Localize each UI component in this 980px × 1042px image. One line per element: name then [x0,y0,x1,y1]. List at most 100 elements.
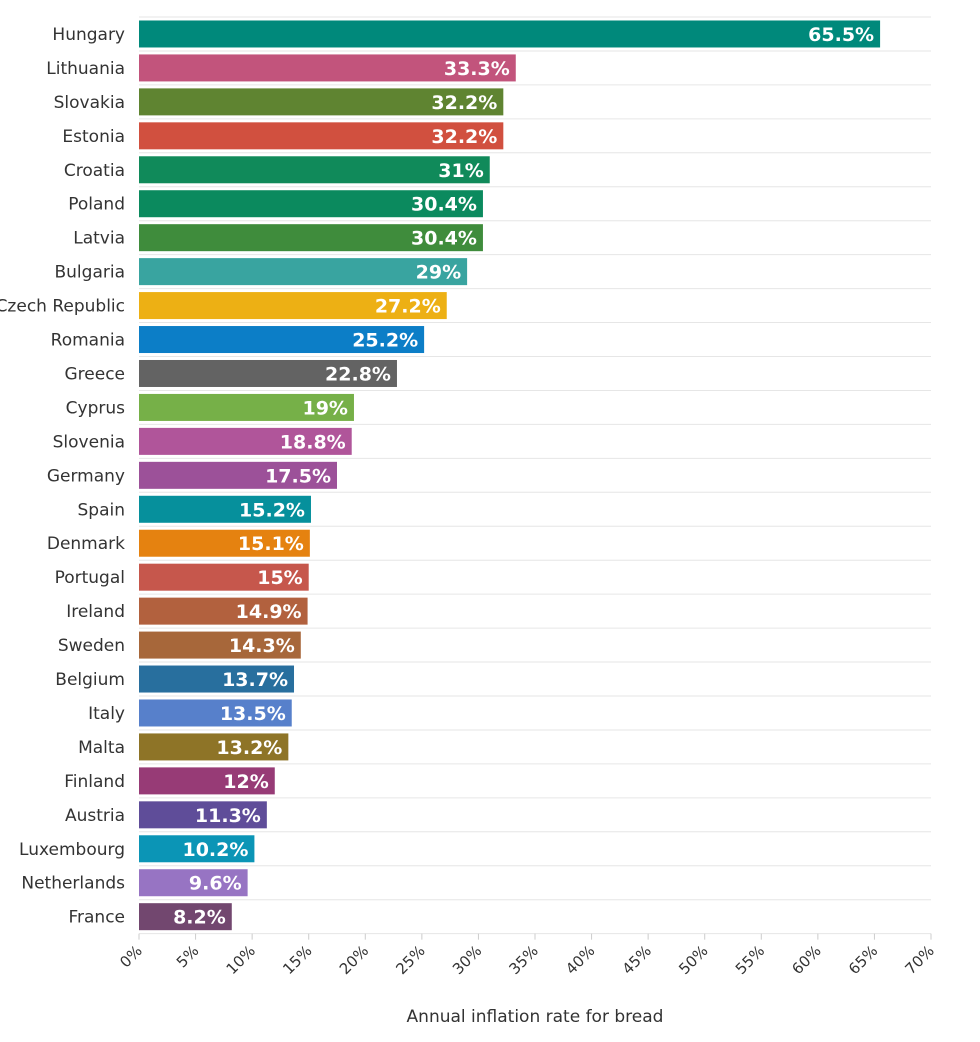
bar-estonia [139,122,504,150]
value-label: 11.3% [195,805,261,827]
bar-spain [139,495,311,523]
bar-sweden [139,631,301,659]
x-tick-label: 60% [788,942,824,978]
bar-bulgaria [139,258,468,286]
x-tick-label: 0% [116,942,146,972]
bar-greece [139,359,397,387]
bar-denmark [139,529,310,557]
category-label: Finland [64,772,125,792]
bar-austria [139,801,267,829]
category-label: Spain [78,500,126,520]
value-label: 14.9% [236,601,302,623]
x-tick-label: 70% [902,942,938,978]
value-label: 13.5% [220,703,286,725]
bar-romania [139,326,425,354]
bar-hungary [139,20,881,48]
value-label: 18.8% [280,431,346,453]
x-tick-label: 65% [845,942,881,978]
category-label: Lithuania [46,59,125,79]
bar-croatia [139,156,490,184]
bar-belgium [139,665,295,693]
value-label: 32.2% [431,126,497,148]
value-labels: 65.5% 33.3% 32.2% 32.2% 31% 30.4% 30.4% 29% 27.2… [173,24,874,929]
category-label: Hungary [52,25,125,45]
value-label: 15% [257,567,302,589]
category-label: Netherlands [21,874,125,894]
category-label: Czech Republic [0,297,125,317]
value-label: 19% [302,397,347,419]
category-label: Greece [64,364,125,384]
category-label: Slovenia [53,432,125,452]
x-tick-label: 40% [562,942,598,978]
category-label: Belgium [55,670,125,690]
category-label: Latvia [73,229,125,249]
bar-ireland [139,597,308,625]
category-label: Denmark [47,534,125,554]
value-label: 13.2% [216,737,282,759]
bar-france [139,903,232,931]
x-tick-label: 50% [675,942,711,978]
x-tick-label: 15% [279,942,315,978]
category-label: Cyprus [66,398,125,418]
value-label: 33.3% [444,58,510,80]
category-label: Italy [88,704,125,724]
x-tick-label: 25% [392,942,428,978]
value-label: 31% [438,160,483,182]
gridlines [139,16,931,935]
value-label: 17.5% [265,465,331,487]
bar-portugal [139,563,309,591]
value-label: 27.2% [375,296,441,318]
bar-malta [139,733,289,761]
value-label: 15.1% [238,533,304,555]
bar-lithuania [139,54,516,82]
bar-germany [139,461,337,489]
category-label: France [68,908,125,928]
x-tick-label: 5% [173,942,203,972]
x-tick-label: 30% [449,942,485,978]
value-label: 30.4% [411,228,477,250]
bar-luxembourg [139,835,255,863]
category-label: Estonia [62,127,125,147]
value-label: 32.2% [431,92,497,114]
bar-poland [139,190,483,218]
value-label: 9.6% [189,873,242,895]
x-axis-ticks: 0% 5% 10% 15% 20% 25% 30% 35% 40% 45% 50% 55% 60% 65%… [116,933,938,978]
value-label: 29% [416,262,461,284]
category-label: Ireland [66,602,125,622]
category-label: Slovakia [54,93,125,113]
x-tick-label: 45% [619,942,655,978]
value-label: 15.2% [239,499,305,521]
x-tick-label: 10% [223,942,259,978]
x-tick-label: 35% [506,942,542,978]
bar-slovakia [139,88,504,116]
bar-netherlands [139,869,248,897]
category-label: Croatia [64,161,125,181]
bar-czech-republic [139,292,447,320]
value-label: 12% [223,771,268,793]
category-label: Bulgaria [55,263,126,283]
bar-cyprus [139,393,354,421]
x-tick-label: 55% [732,942,768,978]
bar-slovenia [139,427,352,455]
category-label: Sweden [58,636,125,656]
value-label: 13.7% [222,669,288,691]
category-label: Luxembourg [19,840,125,860]
category-label: Austria [65,806,125,826]
x-tick-label: 20% [336,942,372,978]
value-label: 10.2% [182,839,248,861]
value-label: 8.2% [173,907,226,929]
bar-latvia [139,224,483,252]
category-label: Portugal [55,568,125,588]
category-label: Poland [68,195,125,215]
bar-italy [139,699,292,727]
value-label: 25.2% [352,330,418,352]
category-label: Romania [51,331,125,351]
category-label: Malta [78,738,125,758]
category-labels: Hungary Lithuania Slovakia Estonia Croatia Po… [0,25,125,928]
x-axis-title: Annual inflation rate for bread [407,1007,664,1027]
bars [139,20,881,931]
value-label: 22.8% [325,363,391,385]
category-label: Germany [47,466,125,486]
